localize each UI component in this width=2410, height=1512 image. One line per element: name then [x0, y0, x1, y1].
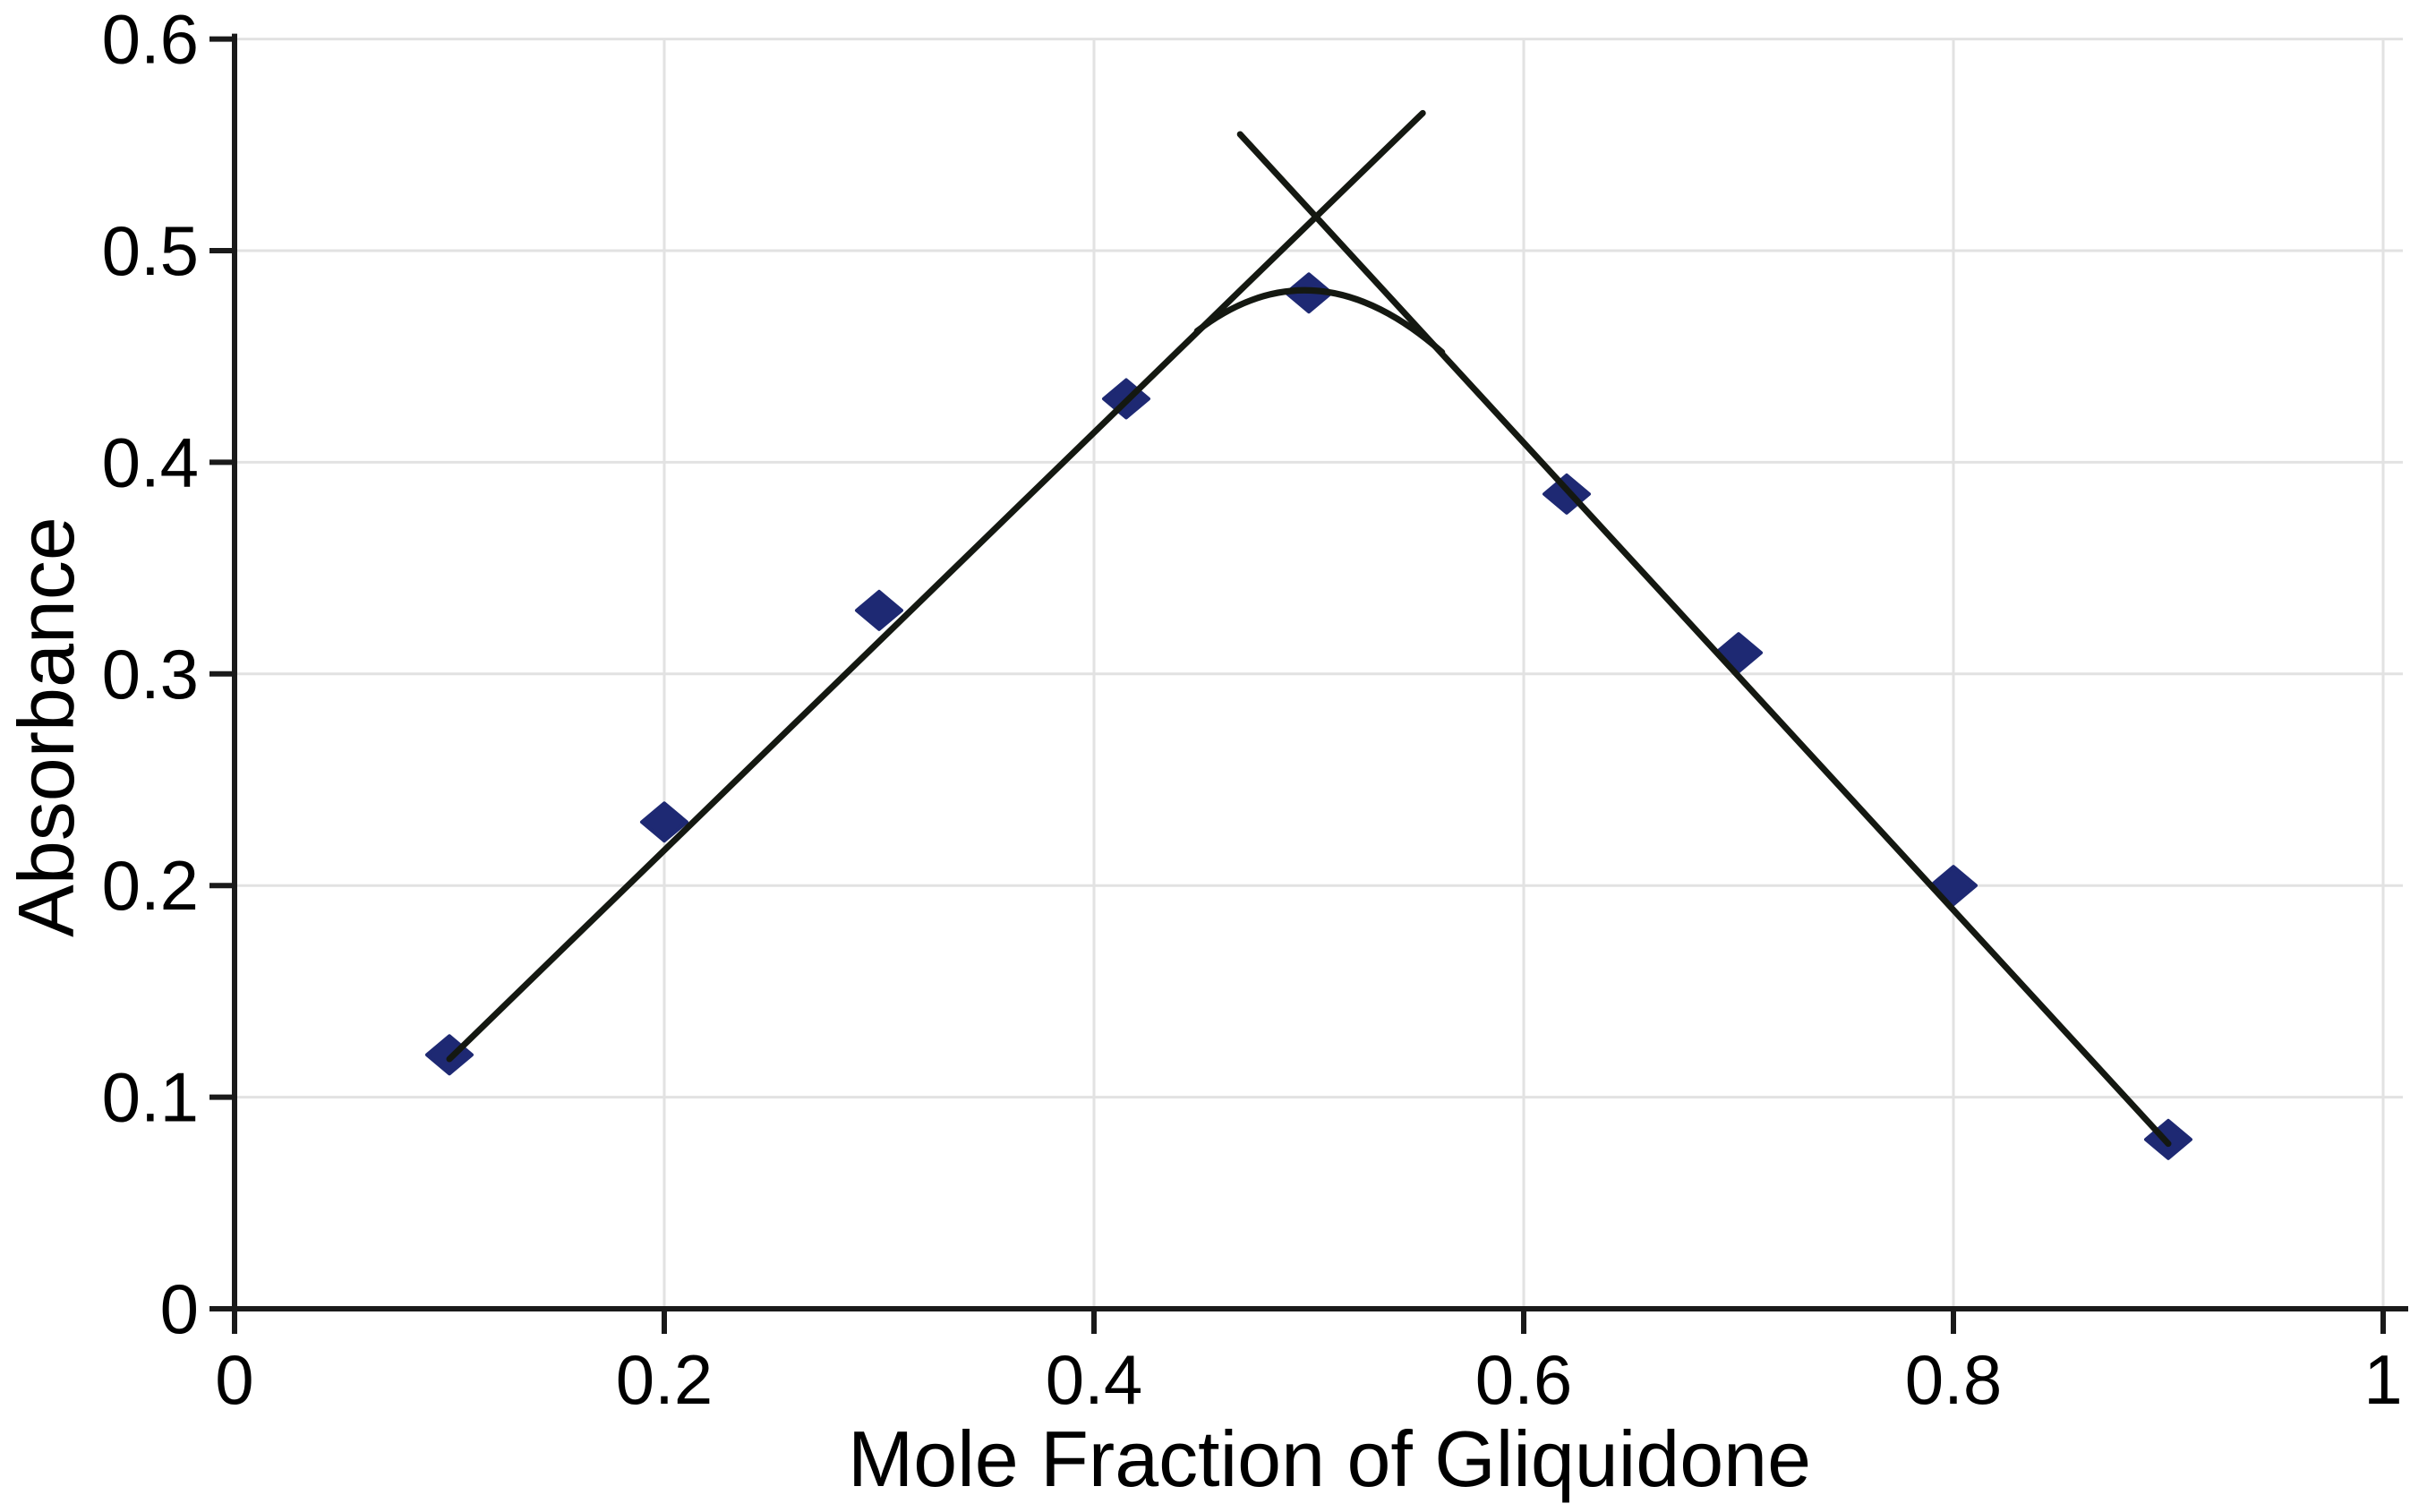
x-tick-label: 0: [215, 1340, 253, 1419]
x-tick-label: 0.4: [1046, 1340, 1142, 1419]
data-point-marker: [855, 589, 903, 631]
y-tick-label: 0.2: [102, 846, 199, 925]
y-tick-label: 0.1: [102, 1058, 199, 1137]
y-tick-label: 0.3: [102, 635, 199, 713]
fit-curve: [1193, 286, 1446, 355]
x-tick-label: 0.2: [616, 1340, 713, 1419]
tangent-line: [1236, 131, 2172, 1148]
y-tick-label: 0.5: [102, 211, 199, 290]
y-tick-label: 0.4: [102, 423, 199, 501]
x-tick-label: 0.6: [1475, 1340, 1572, 1419]
y-axis-title: Absorbance: [2, 517, 90, 937]
tangent-line: [446, 109, 1426, 1063]
data-point-marker: [640, 801, 688, 843]
data-point-marker: [1929, 865, 1978, 907]
data-point-marker: [1714, 632, 1763, 674]
y-tick-label: 0: [160, 1269, 199, 1348]
x-axis-title: Mole Fraction of Gliquidone: [847, 1414, 1812, 1503]
y-tick-label: 0.6: [102, 0, 199, 79]
x-tick-label: 0.8: [1905, 1340, 2002, 1419]
x-tick-label: 1: [2363, 1340, 2402, 1419]
